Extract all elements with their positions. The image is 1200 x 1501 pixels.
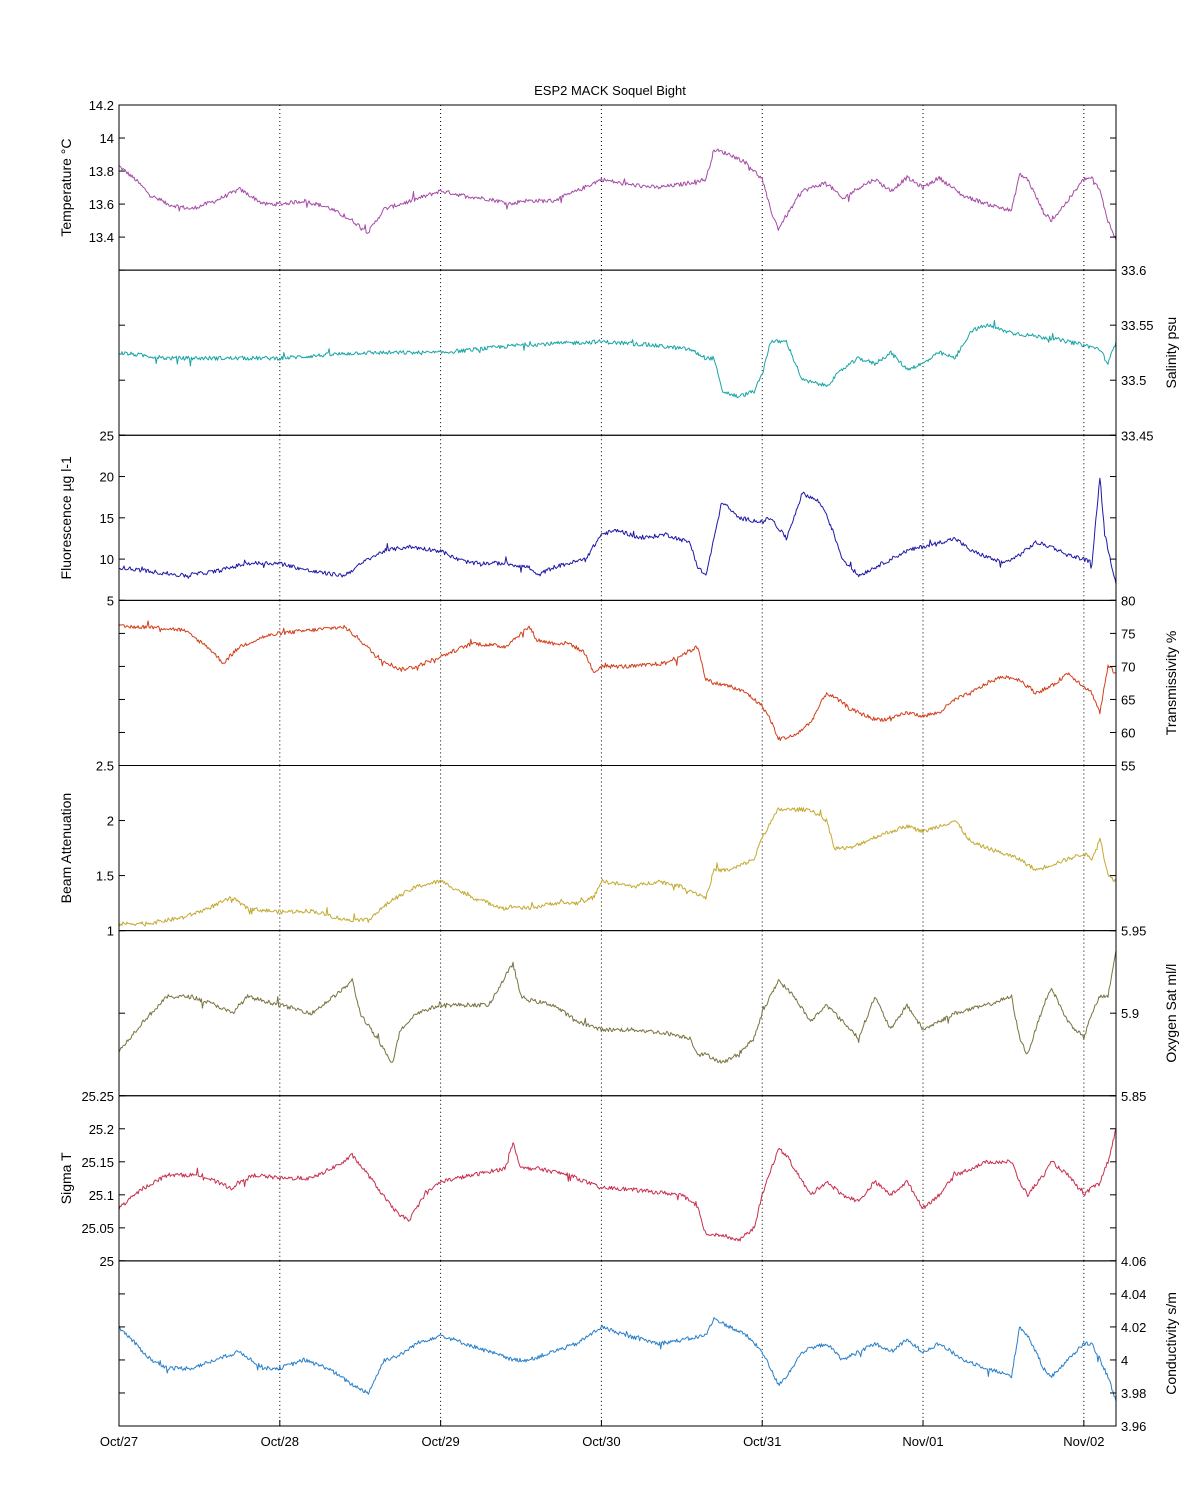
y-tick-label: 4 [1121, 1353, 1128, 1368]
panel-3: 5 10 15 20 25 Fluorescence µg l-1 [58, 428, 1117, 608]
y-tick-label: 13.6 [89, 197, 114, 212]
y-tick-label: 3.96 [1121, 1419, 1146, 1434]
y-tick-label: 13.8 [89, 164, 114, 179]
y-tick-label: 70 [1121, 659, 1135, 674]
x-tick-label: Nov/01 [902, 1434, 943, 1449]
panel-border-6 [118, 930, 1117, 1097]
series-line-8 [118, 1317, 1117, 1402]
y-axis-label-7: Sigma T [58, 1152, 74, 1204]
x-tick-label: Oct/31 [743, 1434, 781, 1449]
y-tick-label: 13.4 [89, 230, 114, 245]
y-tick-label: 3.98 [1121, 1386, 1146, 1401]
series-line-6 [118, 950, 1117, 1064]
panel-border-4 [118, 599, 1117, 766]
y-axis-label-1: Temperature °C [58, 138, 74, 236]
y-tick-label: 33.5 [1121, 373, 1146, 388]
x-tick-label: Nov/02 [1063, 1434, 1104, 1449]
y-tick-label: 60 [1121, 725, 1135, 740]
y-tick-label: 33.6 [1121, 263, 1146, 278]
y-tick-label: 5.95 [1121, 924, 1146, 939]
series-line-2 [118, 319, 1117, 399]
y-axis-label-4: Transmissivity % [1163, 631, 1179, 736]
chart-title: ESP2 MACK Soquel Bight [534, 83, 686, 98]
panel-border-8 [118, 1260, 1117, 1427]
panel-2: 33.45 33.5 33.55 33.6 Salinity psu [118, 263, 1179, 443]
y-tick-label: 25.15 [81, 1155, 114, 1170]
y-tick-label: 5 [107, 593, 114, 608]
y-axis-label-8: Conductivity s/m [1163, 1292, 1179, 1395]
y-tick-label: 20 [100, 470, 114, 485]
panel-border-7 [118, 1095, 1117, 1262]
y-tick-label: 25 [100, 1254, 114, 1269]
y-axis-label-5: Beam Attenuation [58, 793, 74, 904]
y-tick-label: 1 [107, 924, 114, 939]
y-tick-label: 55 [1121, 759, 1135, 774]
y-tick-label: 33.55 [1121, 318, 1154, 333]
y-tick-label: 2 [107, 814, 114, 829]
y-tick-label: 4.02 [1121, 1320, 1146, 1335]
series-line-5 [118, 807, 1117, 927]
y-tick-label: 80 [1121, 593, 1135, 608]
panel-8: 3.96 3.98 4 4.02 4.04 4.06 Conductivity s/m [118, 1254, 1179, 1434]
y-tick-label: 65 [1121, 692, 1135, 707]
panel-1: 13.4 13.6 13.8 14 14.2 Temperature °C [58, 98, 1117, 271]
y-axis-label-6: Oxygen Sat ml/l [1163, 964, 1179, 1063]
series-line-3 [118, 477, 1117, 584]
x-tick-label: Oct/28 [261, 1434, 299, 1449]
panel-4: 55 60 65 70 75 80 Transmissivity % [118, 593, 1179, 774]
y-axis-label-3: Fluorescence µg l-1 [58, 456, 74, 579]
y-tick-label: 5.9 [1121, 1006, 1139, 1021]
panel-6: 5.85 5.9 5.95 Oxygen Sat ml/l [118, 924, 1179, 1104]
x-tick-label: Oct/27 [100, 1434, 138, 1449]
y-tick-label: 25.25 [81, 1089, 114, 1104]
panel-5: 1 1.5 2 2.5 Beam Attenuation [58, 759, 1117, 939]
y-tick-label: 25 [100, 428, 114, 443]
y-tick-label: 25.05 [81, 1221, 114, 1236]
series-line-1 [118, 148, 1117, 241]
y-tick-label: 33.45 [1121, 428, 1154, 443]
panel-border-5 [118, 765, 1117, 932]
y-tick-label: 25.2 [89, 1122, 114, 1137]
y-tick-label: 15 [100, 511, 114, 526]
y-tick-label: 10 [100, 552, 114, 567]
y-tick-label: 5.85 [1121, 1089, 1146, 1104]
panel-7: 25 25.05 25.1 25.15 25.2 25.25 Sigma T [58, 1089, 1117, 1269]
y-axis-label-2: Salinity psu [1163, 317, 1179, 389]
panel-border-2 [118, 269, 1117, 436]
series-line-4 [118, 620, 1117, 742]
x-axis-ticks: Oct/27 Oct/28 Oct/29 Oct/30 Oct/31 Nov/01 Nov/… [100, 1420, 1104, 1449]
y-tick-label: 2.5 [96, 759, 114, 774]
y-tick-label: 25.1 [89, 1188, 114, 1203]
x-tick-label: Oct/30 [582, 1434, 620, 1449]
y-tick-label: 1.5 [96, 869, 114, 884]
y-tick-label: 14.2 [89, 98, 114, 113]
panel-border-1 [118, 104, 1117, 271]
y-tick-label: 4.06 [1121, 1254, 1146, 1269]
series-line-7 [118, 1128, 1117, 1242]
y-tick-label: 75 [1121, 626, 1135, 641]
panel-border-3 [118, 434, 1117, 601]
y-tick-label: 4.04 [1121, 1287, 1146, 1302]
x-tick-label: Oct/29 [421, 1434, 459, 1449]
y-tick-label: 14 [100, 131, 114, 146]
